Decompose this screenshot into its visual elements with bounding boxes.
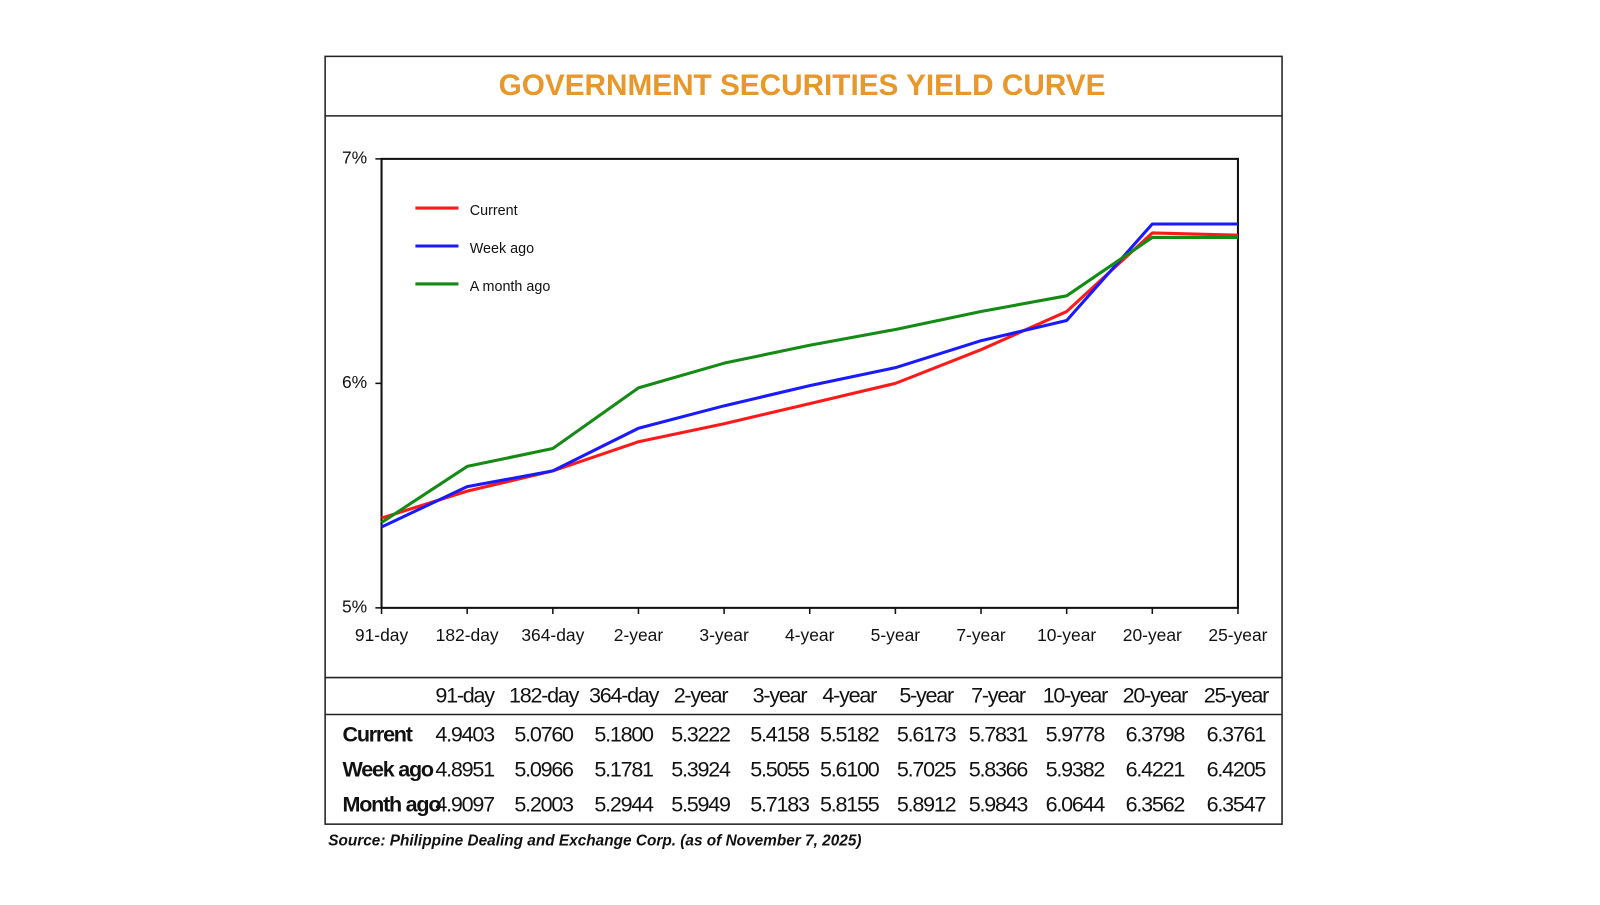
table-header: 20-year xyxy=(1123,684,1188,708)
y-tick-label: 7% xyxy=(342,147,367,167)
x-tick-label: 5-year xyxy=(871,625,921,645)
table-cell: 5.6173 xyxy=(897,723,957,747)
table-header: 4-year xyxy=(822,684,877,708)
line-series xyxy=(381,231,1238,520)
table-cell: 5.8912 xyxy=(897,792,956,816)
table-cell: 5.2944 xyxy=(594,792,654,816)
x-tick-label: 2-year xyxy=(614,625,664,645)
table-header: 364-day xyxy=(589,684,660,708)
table-cell: 5.2003 xyxy=(514,792,574,816)
table-cell: 4.9403 xyxy=(435,723,495,747)
legend-label: Week ago xyxy=(470,241,534,257)
table-header: 91-day xyxy=(435,684,495,708)
source: Source: Philippine Dealing and Exchange … xyxy=(328,833,861,850)
table-cell: 5.5055 xyxy=(750,758,810,782)
legend-label: A month ago xyxy=(470,279,551,295)
legend-label: Current xyxy=(470,203,518,219)
plot-area xyxy=(380,157,1239,609)
x-tick-label: 4-year xyxy=(785,625,835,645)
table-cell: 5.1800 xyxy=(594,723,654,747)
x-tick-label: 182-day xyxy=(436,625,499,645)
table-cell: 5.9382 xyxy=(1046,758,1105,782)
x-tick-label: 364-day xyxy=(521,625,584,645)
table-header: 3-year xyxy=(753,684,808,708)
y-tick-label: 5% xyxy=(342,596,367,616)
x-tick-label: 25-year xyxy=(1208,625,1267,645)
table-cell: 6.3798 xyxy=(1126,723,1186,747)
table-cell: 5.3924 xyxy=(671,758,731,782)
table-header: 10-year xyxy=(1043,684,1108,708)
table-cell: 5.7183 xyxy=(750,792,810,816)
x-tick-label: 3-year xyxy=(699,625,749,645)
table-cell: 5.5949 xyxy=(671,792,730,816)
table-header: 5-year xyxy=(899,684,954,708)
row-label: Month ago xyxy=(343,792,442,816)
table-cell: 5.4158 xyxy=(750,723,810,747)
line-series xyxy=(380,235,1238,524)
table-cell: 6.3562 xyxy=(1126,792,1185,816)
table-cell: 5.6100 xyxy=(820,758,880,782)
table-cell: 5.0760 xyxy=(514,723,574,747)
x-tick-label: 20-year xyxy=(1123,625,1182,645)
table-cell: 6.3761 xyxy=(1207,723,1266,747)
table-cell: 5.7831 xyxy=(969,723,1028,747)
row-label: Week ago xyxy=(343,758,434,782)
table-header: 2-year xyxy=(674,684,729,708)
line-series xyxy=(380,222,1238,529)
table-cell: 5.5182 xyxy=(820,723,879,747)
y-tick-label: 6% xyxy=(342,372,367,392)
table-cell: 5.7025 xyxy=(897,758,957,782)
title: GOVERNMENT SECURITIES YIELD CURVE xyxy=(499,69,1106,102)
table-cell: 5.9778 xyxy=(1046,723,1106,747)
row-label: Current xyxy=(343,723,413,747)
table-cell: 5.8366 xyxy=(969,758,1029,782)
table-cell: 6.4205 xyxy=(1207,758,1267,782)
table-cell: 5.0966 xyxy=(514,758,574,782)
x-tick-label: 10-year xyxy=(1037,625,1096,645)
table-cell: 5.3222 xyxy=(671,723,730,747)
table-cell: 6.0644 xyxy=(1046,792,1106,816)
table-cell: 4.8951 xyxy=(435,758,494,782)
table-header: 7-year xyxy=(971,684,1026,708)
frame xyxy=(324,55,1283,825)
table-cell: 6.3547 xyxy=(1207,792,1266,816)
x-tick-label: 7-year xyxy=(956,625,1006,645)
table-header: 25-year xyxy=(1204,684,1269,708)
table-cell: 6.4221 xyxy=(1126,758,1185,782)
x-tick-label: 91-day xyxy=(355,625,409,645)
table-cell: 4.9097 xyxy=(435,792,494,816)
table-cell: 5.1781 xyxy=(594,758,653,782)
table-header: 182-day xyxy=(509,684,580,708)
table-cell: 5.9843 xyxy=(969,792,1029,816)
table-cell: 5.8155 xyxy=(820,792,880,816)
